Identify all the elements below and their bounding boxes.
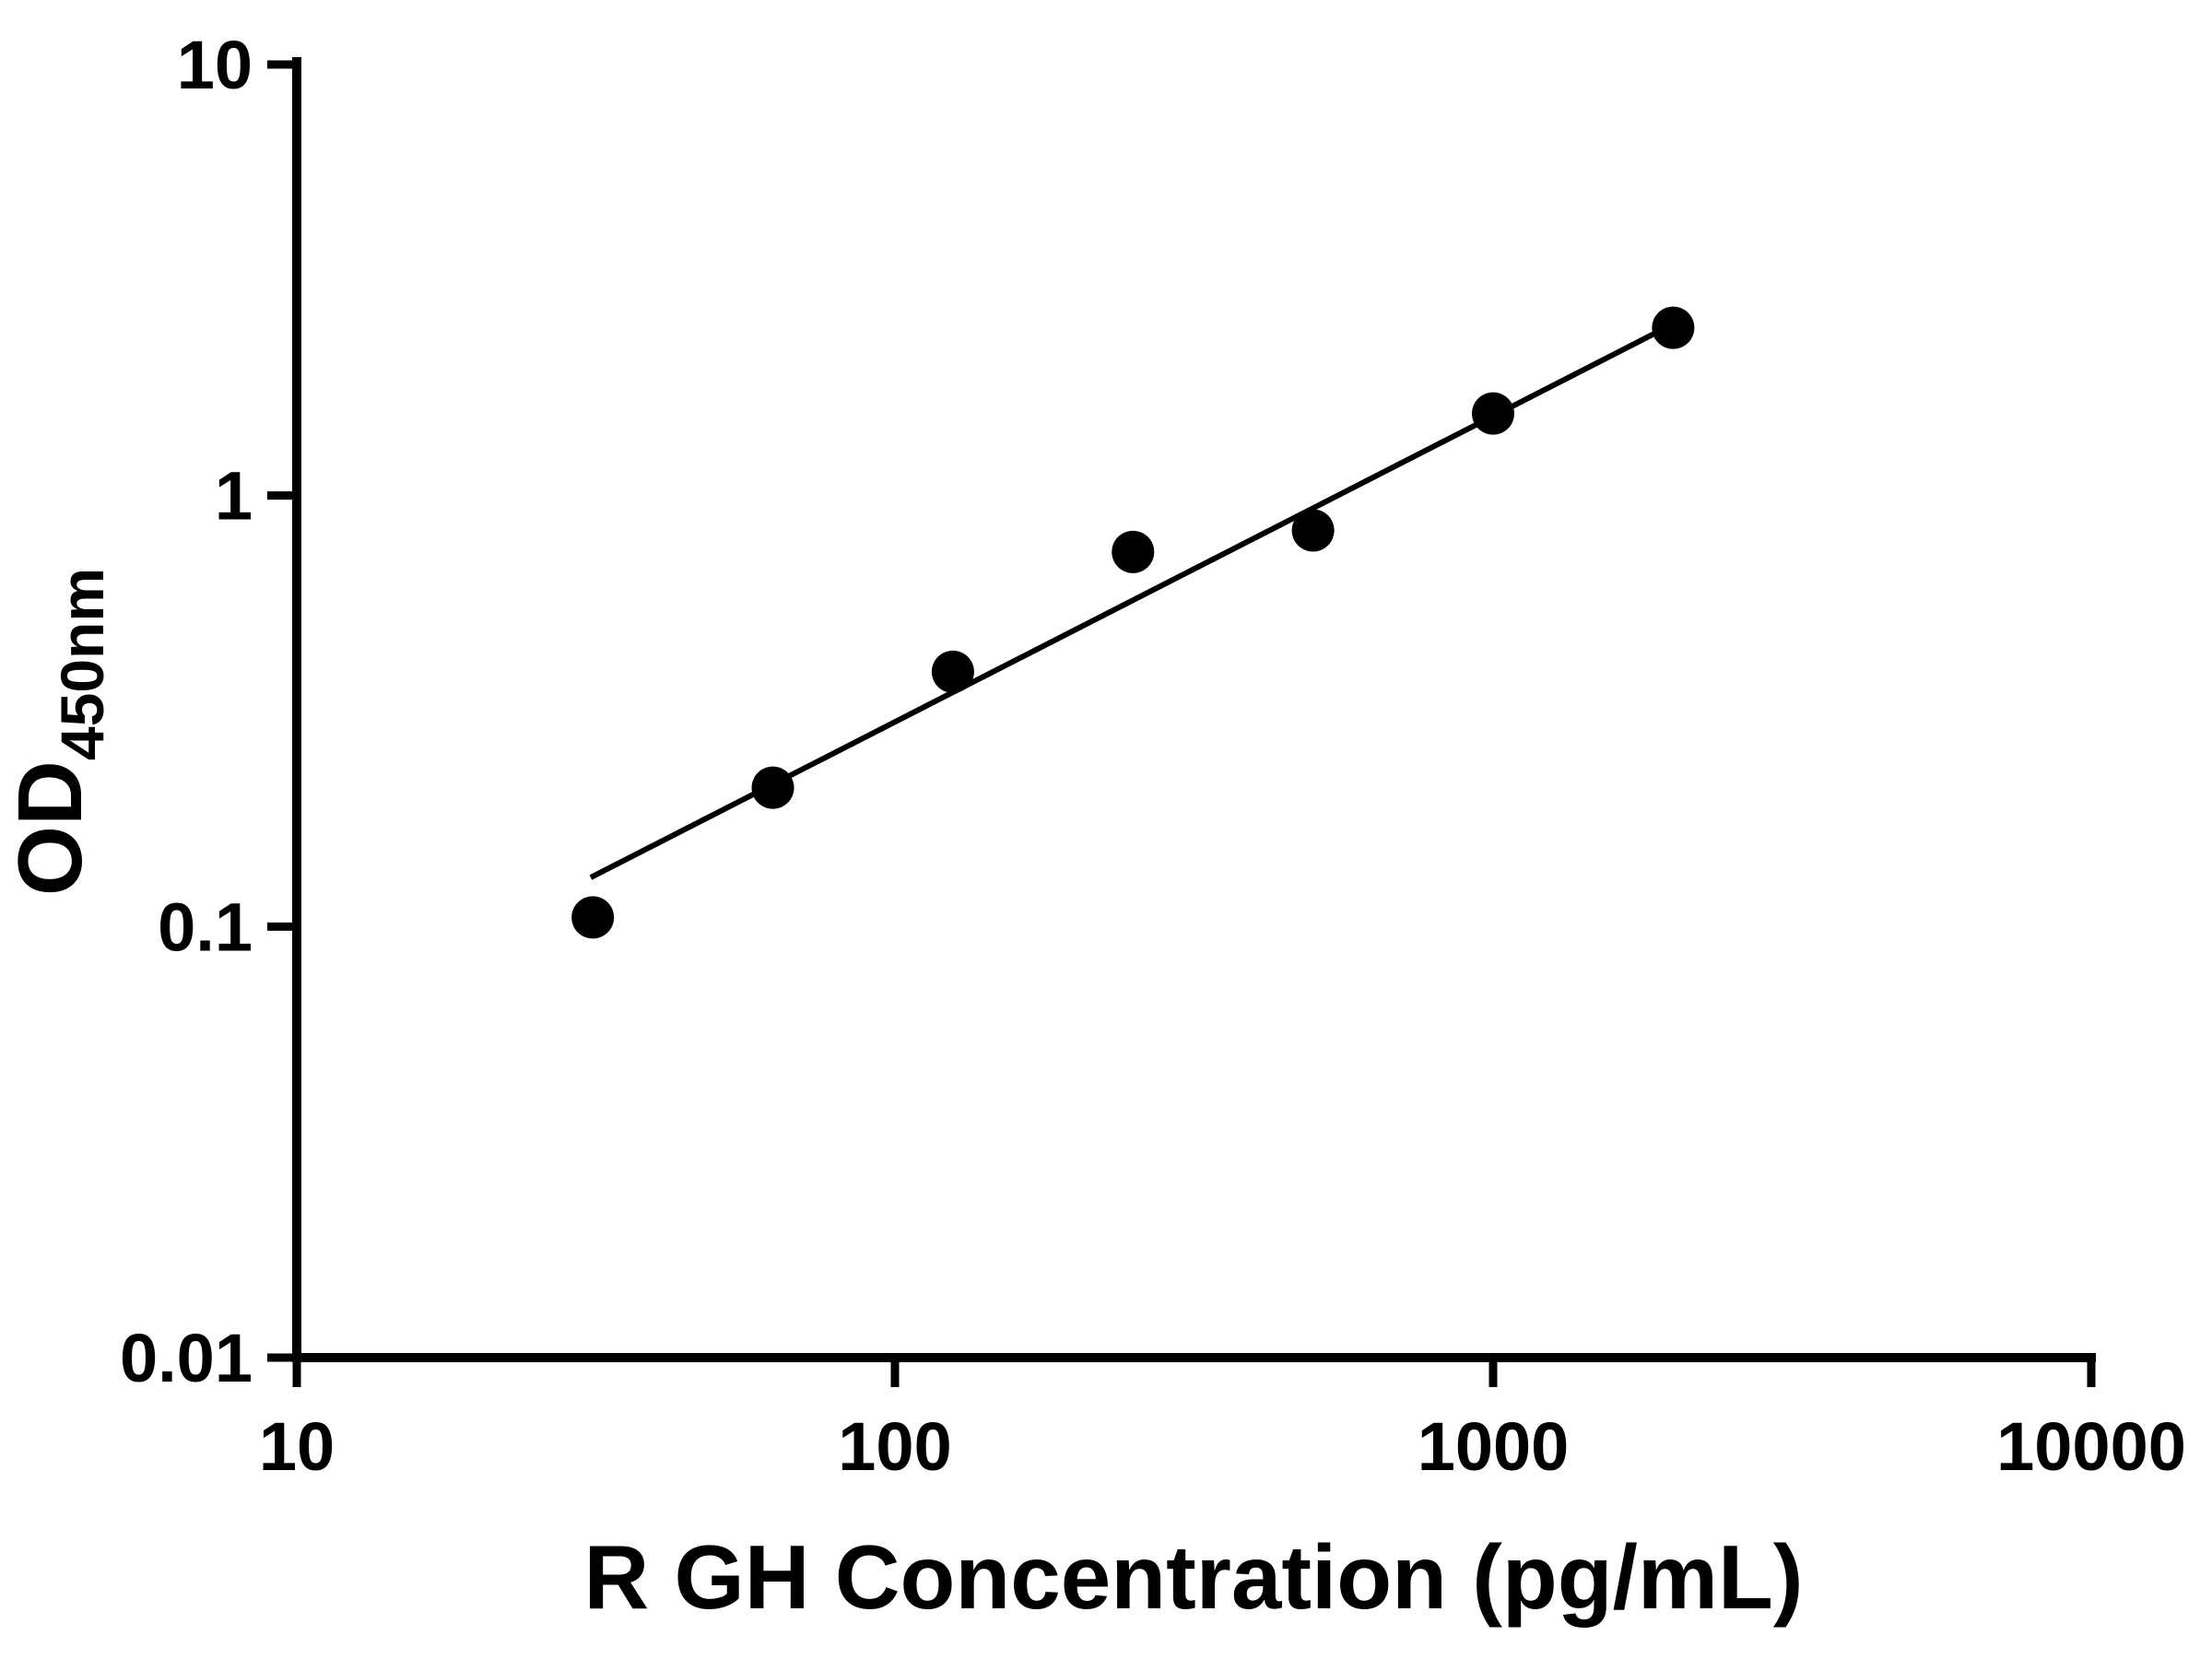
data-point [1112,530,1155,573]
plot-area: 10 100 1000 10000 0.01 0.1 1 10 [120,27,2186,1485]
x-tick-label: 100 [838,1408,951,1485]
y-tick-label: 0.01 [120,1320,253,1396]
data-point [1291,509,1335,552]
x-axis-title: R GH Concentration (pg/mL) [584,1526,1804,1628]
y-tick-label: 1 [215,458,253,535]
data-point [751,766,794,809]
y-axis-title: OD450nm [0,568,116,896]
data-point [1472,392,1514,435]
x-tick-label: 1000 [1418,1408,1570,1485]
y-axis-title-sub: 450nm [48,568,116,760]
x-tick-label: 10000 [1996,1408,2186,1485]
data-point [931,650,974,693]
y-tick-label: 10 [177,27,253,103]
y-axis-title-main: OD [0,760,100,896]
y-tick-label: 0.1 [158,888,253,965]
x-tick-label: 10 [259,1408,335,1485]
data-point [1652,306,1695,349]
y-axis-title-group: OD450nm [0,568,116,896]
data-point [571,896,615,939]
